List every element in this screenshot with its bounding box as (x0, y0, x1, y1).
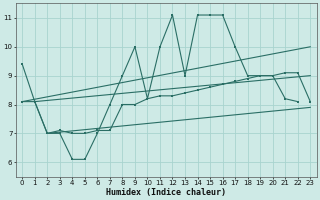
X-axis label: Humidex (Indice chaleur): Humidex (Indice chaleur) (106, 188, 226, 197)
